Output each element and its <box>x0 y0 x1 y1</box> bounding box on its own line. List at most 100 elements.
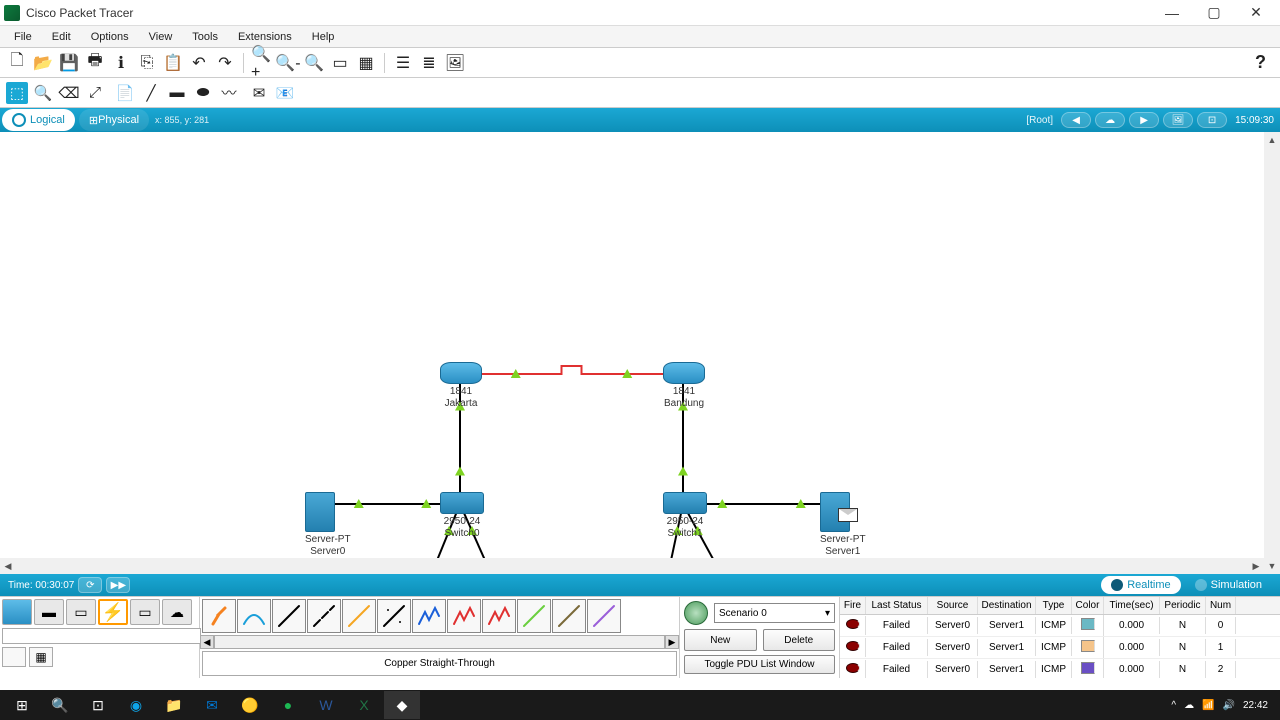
results-header[interactable]: Fire <box>840 597 866 614</box>
search-button[interactable]: 🔍 <box>42 691 78 719</box>
toggle-pdu-list-button[interactable]: Toggle PDU List Window <box>684 655 835 674</box>
simulation-mode-button[interactable]: Simulation <box>1185 576 1272 594</box>
results-header[interactable]: Periodic <box>1160 597 1206 614</box>
scroll-right-icon[interactable]: ▶ <box>1248 558 1264 574</box>
results-row[interactable]: FailedServer0Server1ICMP0.000N2 <box>840 659 1280 678</box>
tray-clock[interactable]: 22:42 <box>1243 700 1268 711</box>
connection-type-7[interactable] <box>447 599 481 633</box>
drawing-palette-icon[interactable]: ▦ <box>355 52 377 74</box>
list-icon[interactable]: ≣ <box>418 52 440 74</box>
results-header[interactable]: Source <box>928 597 978 614</box>
vertical-scrollbar[interactable]: ▲ ▼ <box>1264 132 1280 574</box>
pdu-envelope-icon[interactable] <box>838 508 858 522</box>
zoom-in-icon[interactable]: 🔍+ <box>251 52 273 74</box>
connection-type-6[interactable] <box>412 599 446 633</box>
device-sw1[interactable]: 2950-24Switch1 <box>663 492 707 540</box>
menu-tools[interactable]: Tools <box>182 28 228 46</box>
switches-category-icon[interactable]: ▬ <box>34 599 64 625</box>
topology-canvas[interactable] <box>0 132 1264 558</box>
device-r2[interactable]: 1841Bandung <box>663 362 705 410</box>
open-folder-icon[interactable]: 📂 <box>32 52 54 74</box>
image-icon[interactable]: 🖼 <box>444 52 466 74</box>
select-tool-icon[interactable]: ⬚ <box>6 82 28 104</box>
custom-devices-icon[interactable]: ☰ <box>392 52 414 74</box>
simple-pdu-icon[interactable]: ✉ <box>248 82 270 104</box>
copy-icon[interactable]: ⎘ <box>136 52 158 74</box>
edge-app-icon[interactable]: ◉ <box>118 691 154 719</box>
results-header[interactable]: Destination <box>978 597 1036 614</box>
chrome-app-icon[interactable]: 🟡 <box>232 691 268 719</box>
power-cycle-button[interactable]: ⟳ <box>78 577 102 593</box>
zoom-out-icon[interactable]: 🔍- <box>277 52 299 74</box>
nav-viewport-button[interactable]: ⊡ <box>1197 112 1227 128</box>
print-icon[interactable]: 🖶 <box>84 52 106 74</box>
menu-edit[interactable]: Edit <box>42 28 81 46</box>
maximize-button[interactable]: ▢ <box>1194 2 1234 24</box>
scroll-left-icon[interactable]: ◀ <box>200 635 214 649</box>
menu-help[interactable]: Help <box>302 28 345 46</box>
connections-category-icon[interactable] <box>98 599 128 625</box>
connection-type-11[interactable] <box>587 599 621 633</box>
new-file-icon[interactable]: 🗋 <box>6 52 28 74</box>
drawing-rect-icon[interactable]: ▭ <box>329 52 351 74</box>
menu-options[interactable]: Options <box>81 28 139 46</box>
device-r1[interactable]: 1841Jakarta <box>440 362 482 410</box>
results-header[interactable]: Time(sec) <box>1104 597 1160 614</box>
nav-fwd-button[interactable]: ▶ <box>1129 112 1159 128</box>
scroll-track[interactable] <box>214 635 665 649</box>
realtime-mode-button[interactable]: Realtime <box>1101 576 1180 594</box>
scroll-right-icon[interactable]: ▶ <box>665 635 679 649</box>
start-button[interactable]: ⊞ <box>4 691 40 719</box>
scenario-select[interactable]: Scenario 0▾ <box>714 603 835 623</box>
wan-category-icon[interactable]: ☁ <box>162 599 192 625</box>
save-icon[interactable]: 💾 <box>58 52 80 74</box>
excel-app-icon[interactable]: X <box>346 691 382 719</box>
nav-bg-button[interactable]: 🖼 <box>1163 112 1193 128</box>
device-srv1[interactable]: Server-PTServer1 <box>820 492 866 558</box>
minimize-button[interactable]: — <box>1152 2 1192 24</box>
workspace[interactable]: 1841Jakarta 1841Bandung 2950-24Switch0 2950… <box>0 132 1280 574</box>
end-devices-category-icon[interactable]: ▭ <box>130 599 160 625</box>
wizard-icon[interactable]: ℹ <box>110 52 132 74</box>
note-icon[interactable]: 📄 <box>114 82 136 104</box>
connection-type-9[interactable] <box>517 599 551 633</box>
physical-tab[interactable]: ⊞ Physical <box>79 109 149 131</box>
resize-icon[interactable]: ⤢ <box>84 82 106 104</box>
device-sw0[interactable]: 2950-24Switch0 <box>440 492 484 540</box>
rectangle-icon[interactable]: ▬ <box>166 82 188 104</box>
hubs-category-icon[interactable]: ▭ <box>66 599 96 625</box>
nav-cloud-button[interactable]: ☁ <box>1095 112 1125 128</box>
freeform-icon[interactable]: 〰 <box>218 82 240 104</box>
tray-wifi-icon[interactable]: 📶 <box>1202 700 1214 711</box>
results-row[interactable]: FailedServer0Server1ICMP0.000N0 <box>840 615 1280 637</box>
task-view-button[interactable]: ⊡ <box>80 691 116 719</box>
redo-icon[interactable]: ↷ <box>214 52 236 74</box>
connection-type-2[interactable] <box>272 599 306 633</box>
connection-type-0[interactable] <box>202 599 236 633</box>
connection-type-5[interactable] <box>377 599 411 633</box>
scroll-track[interactable] <box>1264 148 1280 558</box>
results-row[interactable]: FailedServer0Server1ICMP0.000N1 <box>840 637 1280 659</box>
line-icon[interactable]: ╱ <box>140 82 162 104</box>
undo-icon[interactable]: ↶ <box>188 52 210 74</box>
mail-app-icon[interactable]: ✉ <box>194 691 230 719</box>
scroll-left-icon[interactable]: ◀ <box>0 558 16 574</box>
tray-volume-icon[interactable]: 🔊 <box>1223 700 1235 711</box>
scenario-globe-icon[interactable] <box>684 601 708 625</box>
results-header[interactable]: Last Status <box>866 597 928 614</box>
menu-view[interactable]: View <box>139 28 183 46</box>
menu-file[interactable]: File <box>4 28 42 46</box>
ellipse-icon[interactable]: ⬬ <box>192 82 214 104</box>
routers-category-icon[interactable] <box>2 599 32 625</box>
connections-subcategory-icon[interactable] <box>2 647 26 667</box>
root-path[interactable]: [Root] <box>1020 115 1059 126</box>
spotify-app-icon[interactable]: ● <box>270 691 306 719</box>
complex-pdu-icon[interactable]: 📧 <box>274 82 296 104</box>
scroll-down-icon[interactable]: ▼ <box>1264 558 1280 574</box>
nav-back-button[interactable]: ◀ <box>1061 112 1091 128</box>
connection-type-8[interactable] <box>482 599 516 633</box>
paste-icon[interactable]: 📋 <box>162 52 184 74</box>
close-button[interactable]: ✕ <box>1236 2 1276 24</box>
explorer-app-icon[interactable]: 📁 <box>156 691 192 719</box>
packet-tracer-app-icon[interactable]: ◆ <box>384 691 420 719</box>
